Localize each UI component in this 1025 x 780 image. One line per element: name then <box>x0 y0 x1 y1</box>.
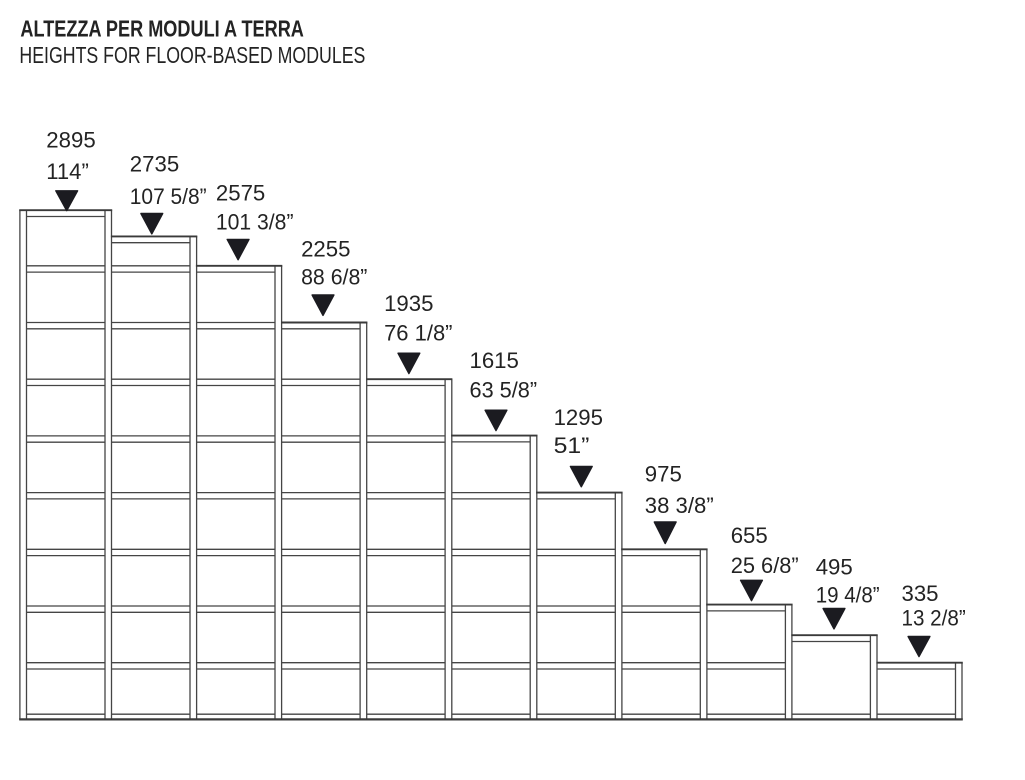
svg-text:63 5/8”: 63 5/8” <box>470 378 538 403</box>
svg-text:25 6/8”: 25 6/8” <box>731 553 799 578</box>
svg-text:975: 975 <box>645 462 682 487</box>
svg-text:13 2/8”: 13 2/8” <box>902 606 966 631</box>
svg-text:HEIGHTS FOR FLOOR-BASED MODULE: HEIGHTS FOR FLOOR-BASED MODULES <box>19 42 365 68</box>
svg-text:1295: 1295 <box>554 405 603 430</box>
svg-text:1615: 1615 <box>470 348 519 373</box>
svg-text:101 3/8”: 101 3/8” <box>216 210 294 235</box>
svg-text:655: 655 <box>731 523 768 548</box>
svg-text:335: 335 <box>902 581 939 606</box>
svg-text:495: 495 <box>816 555 853 580</box>
svg-text:2255: 2255 <box>301 236 350 261</box>
svg-text:2895: 2895 <box>46 128 95 153</box>
svg-text:ALTEZZA PER MODULI A TERRA: ALTEZZA PER MODULI A TERRA <box>20 16 304 42</box>
svg-text:1935: 1935 <box>384 291 433 316</box>
svg-text:107 5/8”: 107 5/8” <box>130 184 207 209</box>
svg-text:88 6/8”: 88 6/8” <box>301 265 367 290</box>
svg-text:2735: 2735 <box>130 152 179 177</box>
svg-text:114”: 114” <box>46 159 89 184</box>
svg-text:38 3/8”: 38 3/8” <box>645 493 714 518</box>
svg-text:51”: 51” <box>554 433 590 458</box>
svg-text:76 1/8”: 76 1/8” <box>384 321 452 346</box>
svg-text:2575: 2575 <box>216 181 265 206</box>
svg-text:19 4/8”: 19 4/8” <box>816 583 880 608</box>
